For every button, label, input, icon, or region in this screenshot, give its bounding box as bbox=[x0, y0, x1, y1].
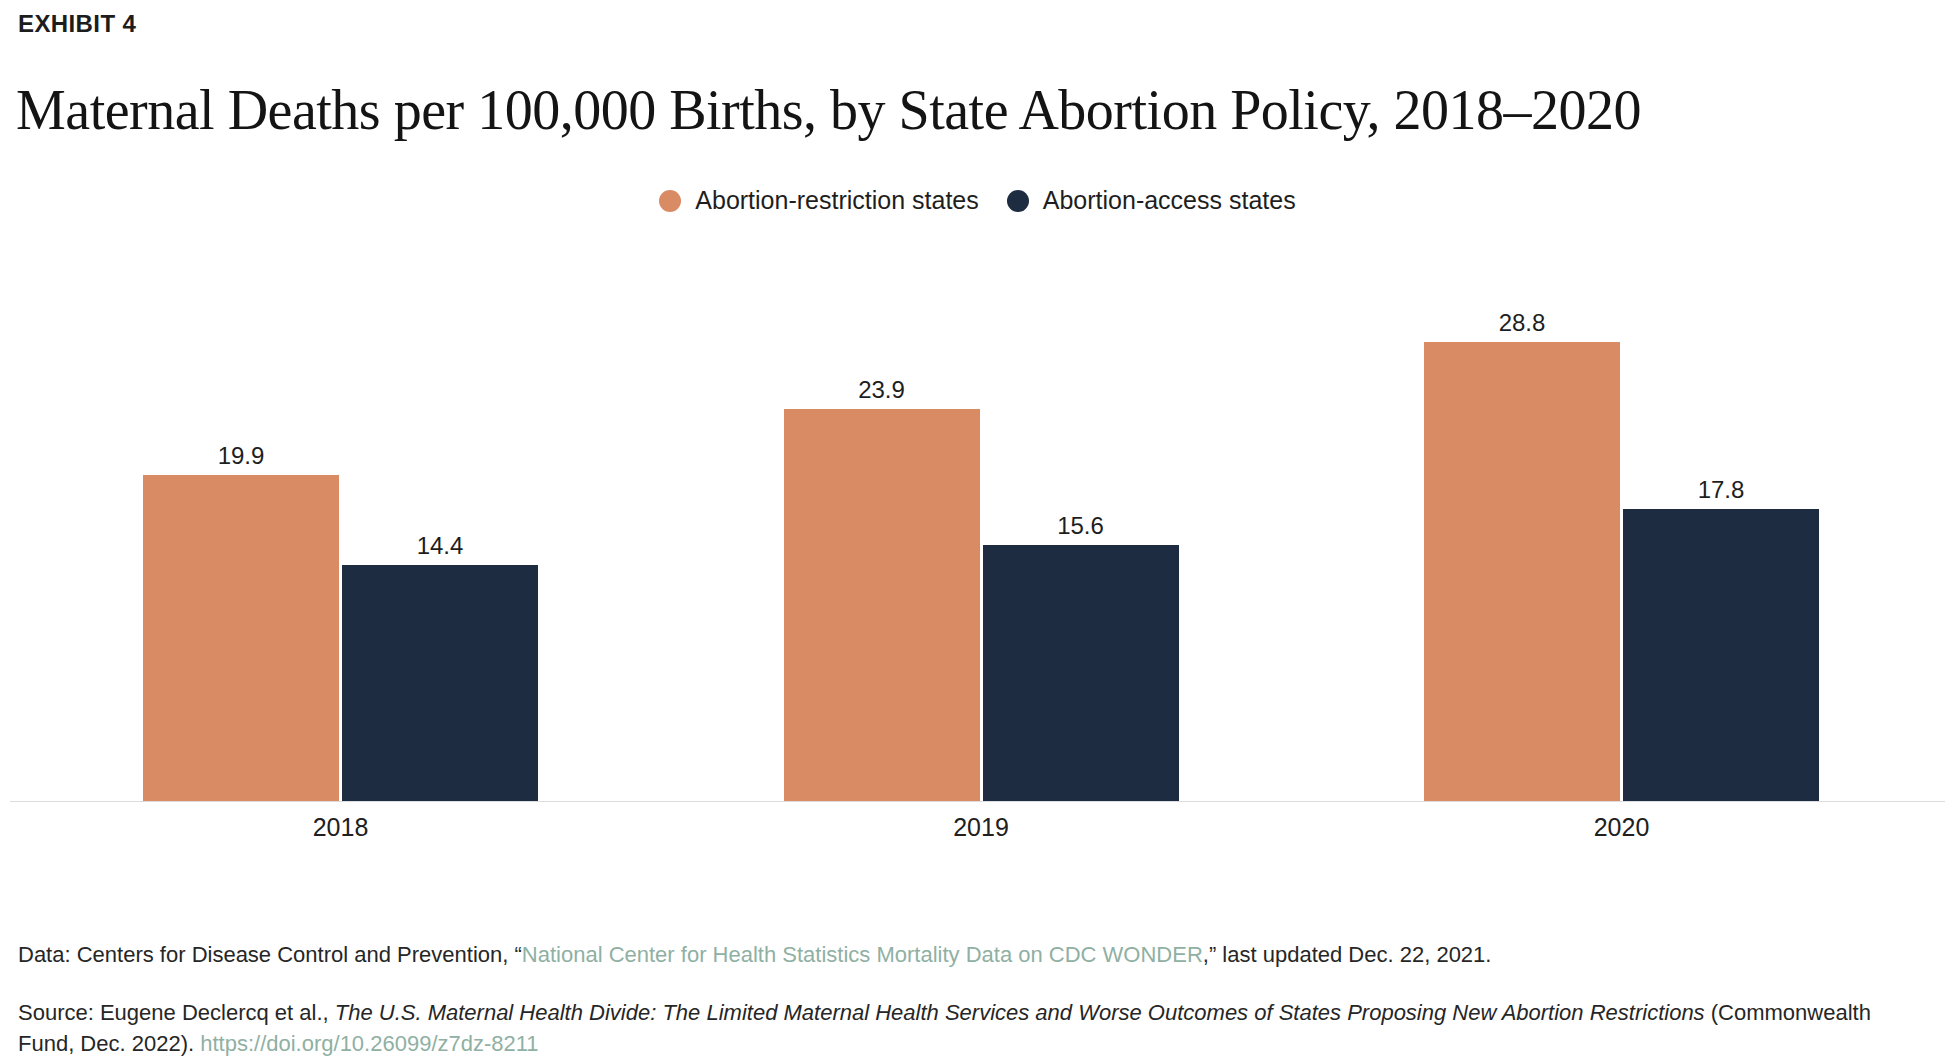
value-label-access-2020: 17.8 bbox=[1698, 476, 1745, 504]
source-note-text: The U.S. Maternal Health Divide: The Lim… bbox=[335, 1000, 1705, 1025]
footer-notes: Data: Centers for Disease Control and Pr… bbox=[18, 939, 1933, 1060]
chart-title: Maternal Deaths per 100,000 Births, by S… bbox=[16, 78, 1641, 142]
bar-chart: 19.914.4201823.915.6201928.817.82020 bbox=[18, 309, 1937, 801]
value-label-access-2018: 14.4 bbox=[417, 532, 464, 560]
value-label-restriction-2020: 28.8 bbox=[1499, 309, 1546, 337]
bar-group-2018: 19.914.42018 bbox=[143, 309, 538, 801]
legend-swatch-restriction-icon bbox=[659, 190, 681, 212]
bar-restriction-2018 bbox=[143, 475, 339, 801]
legend-label-restriction: Abortion-restriction states bbox=[695, 186, 978, 215]
legend-label-access: Abortion-access states bbox=[1043, 186, 1296, 215]
value-label-restriction-2018: 19.9 bbox=[218, 442, 265, 470]
bar-access-2018 bbox=[342, 565, 538, 801]
bar-access-2019 bbox=[983, 545, 1179, 801]
source-note: Source: Eugene Declercq et al., The U.S.… bbox=[18, 997, 1933, 1059]
bar-group-2020: 28.817.82020 bbox=[1424, 309, 1819, 801]
bar-group-2019: 23.915.62019 bbox=[784, 309, 1179, 801]
bar-column-access-2018: 14.4 bbox=[342, 309, 538, 801]
bar-access-2020 bbox=[1623, 509, 1819, 801]
exhibit-label: EXHIBIT 4 bbox=[18, 10, 136, 38]
source-note-text: Source: Eugene Declercq et al., bbox=[18, 1000, 335, 1025]
x-axis-label-2019: 2019 bbox=[784, 813, 1179, 842]
x-axis-line bbox=[10, 801, 1945, 802]
value-label-access-2019: 15.6 bbox=[1057, 512, 1104, 540]
legend-swatch-access-icon bbox=[1007, 190, 1029, 212]
cdc-wonder-link[interactable]: National Center for Health Statistics Mo… bbox=[522, 942, 1203, 967]
chart-legend: Abortion-restriction states Abortion-acce… bbox=[0, 186, 1955, 215]
bar-column-restriction-2018: 19.9 bbox=[143, 309, 339, 801]
data-note-text: Data: Centers for Disease Control and Pr… bbox=[18, 942, 522, 967]
legend-item-access: Abortion-access states bbox=[1007, 186, 1296, 215]
bar-column-access-2019: 15.6 bbox=[983, 309, 1179, 801]
legend-item-restriction: Abortion-restriction states bbox=[659, 186, 978, 215]
x-axis-label-2018: 2018 bbox=[143, 813, 538, 842]
data-note: Data: Centers for Disease Control and Pr… bbox=[18, 939, 1933, 970]
bar-column-restriction-2019: 23.9 bbox=[784, 309, 980, 801]
bar-restriction-2019 bbox=[784, 409, 980, 801]
value-label-restriction-2019: 23.9 bbox=[858, 376, 905, 404]
bar-restriction-2020 bbox=[1424, 342, 1620, 801]
bar-column-restriction-2020: 28.8 bbox=[1424, 309, 1620, 801]
chart-page: EXHIBIT 4 Maternal Deaths per 100,000 Bi… bbox=[0, 0, 1955, 1060]
data-note-text: ,” last updated Dec. 22, 2021. bbox=[1203, 942, 1492, 967]
doi-link[interactable]: https://doi.org/10.26099/z7dz-8211 bbox=[200, 1031, 538, 1056]
x-axis-label-2020: 2020 bbox=[1424, 813, 1819, 842]
bar-column-access-2020: 17.8 bbox=[1623, 309, 1819, 801]
